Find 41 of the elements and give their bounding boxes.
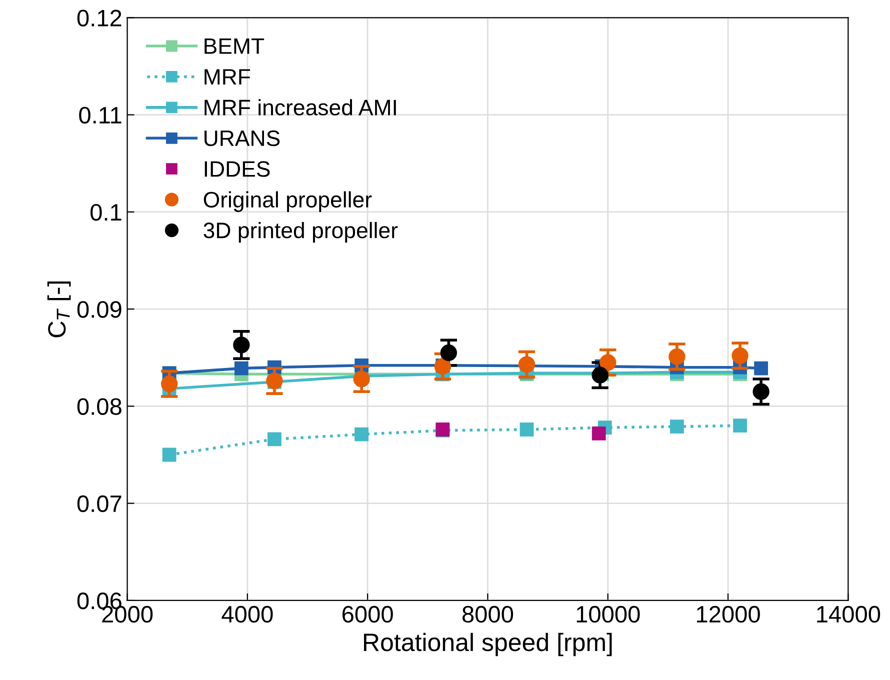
legend-label: MRF bbox=[204, 69, 250, 84]
point bbox=[162, 448, 176, 462]
y-tick-label: 0.11 bbox=[79, 106, 122, 124]
point bbox=[600, 354, 616, 371]
y-tick-label: 0.08 bbox=[77, 398, 122, 415]
point bbox=[668, 348, 686, 365]
legend-label: MRF increased AMI bbox=[204, 99, 396, 116]
legend-label: BEMT bbox=[204, 38, 264, 54]
point bbox=[592, 426, 606, 440]
point bbox=[268, 432, 282, 446]
x-tick-label: 6000 bbox=[342, 606, 393, 623]
x-tick-label: 14000 bbox=[817, 606, 880, 623]
point bbox=[754, 361, 768, 376]
point bbox=[234, 361, 248, 376]
point bbox=[520, 422, 534, 436]
point bbox=[353, 370, 370, 388]
y-axis-title: C$_{T}$ [-] bbox=[47, 282, 71, 338]
point bbox=[434, 358, 451, 375]
point bbox=[440, 344, 458, 362]
point bbox=[518, 356, 536, 373]
legend-label: URANS bbox=[204, 130, 280, 146]
y-tick-label: 0.07 bbox=[77, 495, 122, 512]
point bbox=[160, 376, 178, 392]
y-tick-label: 0.12 bbox=[77, 10, 122, 26]
x-axis-title: Rotational speed [rpm] bbox=[364, 632, 612, 656]
y-tick-label: 0.1 bbox=[90, 204, 122, 221]
x-tick-label: 4000 bbox=[222, 606, 273, 623]
y-tick-label: 0.09 bbox=[77, 301, 122, 318]
x-tick-label: 8000 bbox=[462, 606, 514, 623]
legend-label: Original propeller bbox=[204, 191, 372, 212]
point bbox=[732, 347, 748, 364]
point bbox=[592, 366, 608, 384]
x-tick-label: 10000 bbox=[576, 606, 640, 623]
point bbox=[354, 427, 369, 442]
point bbox=[752, 383, 770, 400]
legend-label: 3D printed propeller bbox=[204, 222, 398, 243]
point bbox=[670, 420, 684, 434]
legend-label: IDDES bbox=[204, 161, 270, 177]
point bbox=[733, 418, 747, 433]
point bbox=[233, 336, 250, 354]
x-tick-label: 12000 bbox=[696, 606, 760, 623]
